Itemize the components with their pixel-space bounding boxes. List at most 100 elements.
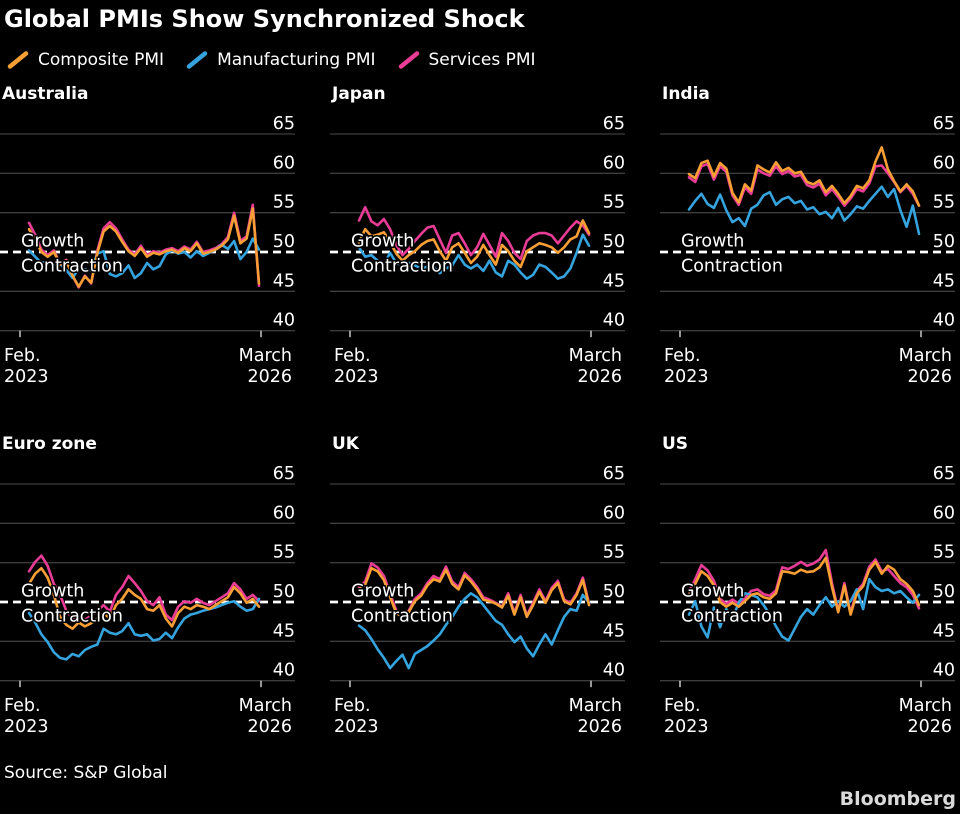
y-tick-label-55: 55 bbox=[933, 543, 955, 563]
series-line-manufacturing bbox=[687, 185, 921, 236]
y-tick-label-45: 45 bbox=[273, 271, 295, 291]
x-label-end-1: 2026 bbox=[577, 367, 622, 387]
y-tick-label-40: 40 bbox=[603, 311, 625, 331]
legend-label-manufacturing: Manufacturing PMI bbox=[217, 50, 376, 70]
y-tick-label-40: 40 bbox=[933, 311, 955, 331]
y-tick-label-65: 65 bbox=[603, 114, 625, 134]
series-line-manufacturing bbox=[687, 577, 921, 642]
y-tick-label-55: 55 bbox=[273, 193, 295, 213]
series-line-composite bbox=[357, 219, 591, 269]
legend: Composite PMI Manufacturing PMI Services… bbox=[6, 48, 557, 72]
panel-japan: Japan 65 60 55 50 45 40 Growth Contraction Feb. 2… bbox=[330, 84, 627, 394]
plot-euro-zone: 65 60 55 50 45 40 Growth Contraction Feb.2023 Mar… bbox=[0, 464, 295, 737]
contraction-label: Contraction bbox=[681, 257, 783, 277]
x-label-end-1: 2026 bbox=[577, 717, 622, 737]
panel-title-euro-zone: Euro zone bbox=[2, 434, 97, 454]
x-label-end-0: March bbox=[239, 696, 292, 716]
panel-australia: Australia 65 60 55 50 45 40 Growth Contraction F… bbox=[0, 84, 297, 394]
series-line-composite bbox=[27, 207, 261, 288]
y-tick-label-65: 65 bbox=[933, 464, 955, 484]
y-tick-label-45: 45 bbox=[603, 621, 625, 641]
y-tick-label-60: 60 bbox=[603, 503, 625, 523]
x-label-start-1: 2023 bbox=[334, 717, 379, 737]
page-title: Global PMIs Show Synchronized Shock bbox=[4, 5, 525, 33]
y-tick-label-50: 50 bbox=[933, 232, 955, 252]
series-line-manufacturing bbox=[357, 233, 591, 280]
y-tick-label-40: 40 bbox=[273, 311, 295, 331]
growth-label: Growth bbox=[681, 582, 744, 602]
y-tick-label-65: 65 bbox=[603, 464, 625, 484]
y-tick-label-40: 40 bbox=[273, 661, 295, 681]
y-tick-label-45: 45 bbox=[933, 271, 955, 291]
x-label-start-0: Feb. bbox=[334, 696, 371, 716]
x-label-start-0: Feb. bbox=[664, 696, 701, 716]
x-label-end-0: March bbox=[239, 346, 292, 366]
series-line-services bbox=[357, 205, 591, 261]
panel-title-japan: Japan bbox=[332, 84, 386, 104]
y-tick-label-50: 50 bbox=[933, 582, 955, 602]
plot-us: 65 60 55 50 45 40 Growth Contraction Feb.2023 Mar… bbox=[660, 464, 955, 737]
x-label-end-1: 2026 bbox=[907, 717, 952, 737]
contraction-label: Contraction bbox=[681, 607, 783, 627]
panel-title-india: India bbox=[662, 84, 710, 104]
y-tick-label-60: 60 bbox=[603, 153, 625, 173]
plot-japan: 65 60 55 50 45 40 Growth Contraction Feb.2023 Mar… bbox=[330, 114, 625, 387]
y-tick-label-55: 55 bbox=[933, 193, 955, 213]
y-tick-label-60: 60 bbox=[933, 503, 955, 523]
y-tick-label-45: 45 bbox=[273, 621, 295, 641]
composite-slash-icon bbox=[7, 51, 29, 69]
y-tick-label-50: 50 bbox=[603, 232, 625, 252]
y-tick-label-60: 60 bbox=[933, 153, 955, 173]
series-line-services bbox=[687, 162, 921, 207]
y-tick-label-55: 55 bbox=[273, 543, 295, 563]
x-label-start-0: Feb. bbox=[4, 346, 41, 366]
y-tick-label-55: 55 bbox=[603, 193, 625, 213]
legend-item-manufacturing: Manufacturing PMI bbox=[185, 50, 376, 70]
panel-title-us: US bbox=[662, 434, 689, 454]
source-note: Source: S&P Global bbox=[4, 763, 168, 783]
x-label-start-1: 2023 bbox=[4, 717, 49, 737]
growth-label: Growth bbox=[351, 232, 414, 252]
growth-label: Growth bbox=[681, 232, 744, 252]
series-line-manufacturing bbox=[357, 592, 591, 670]
x-label-start-1: 2023 bbox=[664, 717, 709, 737]
plot-uk: 65 60 55 50 45 40 Growth Contraction Feb.2023 Mar… bbox=[330, 464, 625, 737]
y-tick-label-60: 60 bbox=[273, 503, 295, 523]
contraction-label: Contraction bbox=[351, 607, 453, 627]
y-tick-label-40: 40 bbox=[603, 661, 625, 681]
series-line-composite bbox=[357, 566, 591, 619]
services-slash-icon bbox=[398, 51, 419, 69]
panel-uk: UK 65 60 55 50 45 40 Growth Contraction Feb. 2023… bbox=[330, 434, 627, 744]
bloomberg-logo: Bloomberg bbox=[839, 788, 956, 810]
growth-label: Growth bbox=[21, 582, 84, 602]
y-tick-label-50: 50 bbox=[273, 582, 295, 602]
y-tick-label-65: 65 bbox=[273, 114, 295, 134]
panel-india: India 65 60 55 50 45 40 Growth Contraction Feb. 2… bbox=[660, 84, 957, 394]
x-label-end-0: March bbox=[569, 696, 622, 716]
growth-label: Growth bbox=[351, 582, 414, 602]
x-label-start-1: 2023 bbox=[334, 367, 379, 387]
y-tick-label-55: 55 bbox=[603, 543, 625, 563]
contraction-label: Contraction bbox=[21, 607, 123, 627]
x-label-end-0: March bbox=[899, 346, 952, 366]
legend-label-composite: Composite PMI bbox=[38, 50, 165, 70]
x-label-end-1: 2026 bbox=[907, 367, 952, 387]
legend-label-services: Services PMI bbox=[428, 50, 536, 70]
y-tick-label-50: 50 bbox=[603, 582, 625, 602]
plot-india: 65 60 55 50 45 40 Growth Contraction Feb.2023 Mar… bbox=[660, 114, 955, 387]
x-label-start-1: 2023 bbox=[4, 367, 49, 387]
panel-euro-zone: Euro zone 65 60 55 50 45 40 Growth Contraction F… bbox=[0, 434, 297, 744]
y-tick-label-60: 60 bbox=[273, 153, 295, 173]
y-tick-label-40: 40 bbox=[933, 661, 955, 681]
plot-australia: 65 60 55 50 45 40 Growth Contraction Feb.2023 Mar… bbox=[0, 114, 295, 387]
legend-item-composite: Composite PMI bbox=[6, 50, 164, 70]
y-tick-label-65: 65 bbox=[273, 464, 295, 484]
series-line-composite bbox=[687, 556, 921, 616]
y-tick-label-65: 65 bbox=[933, 114, 955, 134]
x-label-start-0: Feb. bbox=[334, 346, 371, 366]
panel-title-australia: Australia bbox=[2, 84, 89, 104]
contraction-label: Contraction bbox=[21, 257, 123, 277]
panel-us: US 65 60 55 50 45 40 Growth Contraction Feb. 2023… bbox=[660, 434, 957, 744]
legend-item-services: Services PMI bbox=[397, 50, 536, 70]
